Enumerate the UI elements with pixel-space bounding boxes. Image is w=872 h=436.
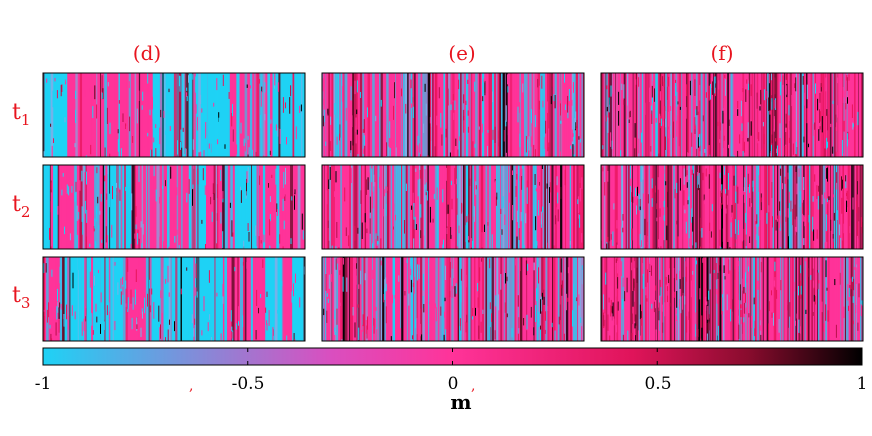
row-label-t2: t2 bbox=[12, 192, 30, 221]
panel-border bbox=[600, 256, 864, 342]
colorbar-tick-label-neg1: -1 bbox=[35, 374, 52, 394]
row-label-t3: t3 bbox=[12, 283, 30, 312]
panel-border bbox=[42, 256, 306, 342]
row-label-t1-base: t bbox=[12, 100, 21, 125]
stray-mark-1: , bbox=[189, 378, 193, 394]
colorbar-tick-label-neg05: -0.5 bbox=[232, 374, 265, 394]
panel-f-t1 bbox=[600, 72, 864, 158]
panel-d-t2 bbox=[42, 164, 306, 250]
panel-f-t2 bbox=[600, 164, 864, 250]
row-label-t2-base: t bbox=[12, 192, 21, 217]
panel-border bbox=[321, 164, 585, 250]
panel-border bbox=[321, 72, 585, 158]
stray-mark-2: , bbox=[471, 378, 475, 394]
colorbar-tick-label-1: 1 bbox=[857, 374, 868, 394]
panel-border bbox=[42, 72, 306, 158]
colorbar-label: m bbox=[450, 390, 471, 414]
colorbar-ticks bbox=[42, 348, 863, 365]
panel-e-t1 bbox=[321, 72, 585, 158]
row-label-t1: t1 bbox=[12, 100, 30, 129]
panel-grid bbox=[42, 72, 864, 342]
colorbar-tick-label-05: 0.5 bbox=[644, 374, 671, 394]
panel-border bbox=[600, 72, 864, 158]
colorbar-tick-label-0: 0 bbox=[448, 374, 459, 394]
row-label-t1-sub: 1 bbox=[21, 111, 31, 129]
panel-border bbox=[321, 256, 585, 342]
panel-d-t1 bbox=[42, 72, 306, 158]
panel-d-t3 bbox=[42, 256, 306, 342]
panel-border bbox=[600, 164, 864, 250]
panel-border bbox=[42, 164, 306, 250]
row-label-t3-base: t bbox=[12, 283, 21, 308]
panel-e-t3 bbox=[321, 256, 585, 342]
row-label-t2-sub: 2 bbox=[21, 203, 31, 221]
column-title-f: (f) bbox=[710, 41, 733, 65]
panel-f-t3 bbox=[600, 256, 864, 342]
column-title-d: (d) bbox=[133, 41, 161, 65]
panel-e-t2 bbox=[321, 164, 585, 250]
row-label-t3-sub: 3 bbox=[21, 294, 31, 312]
column-title-e: (e) bbox=[448, 41, 475, 65]
